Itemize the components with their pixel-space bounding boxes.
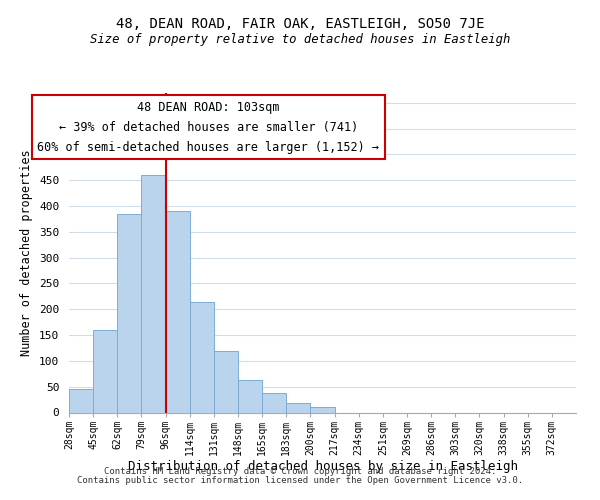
Text: 48 DEAN ROAD: 103sqm
← 39% of detached houses are smaller (741)
60% of semi-deta: 48 DEAN ROAD: 103sqm ← 39% of detached h… [37,100,379,154]
Text: 48, DEAN ROAD, FAIR OAK, EASTLEIGH, SO50 7JE: 48, DEAN ROAD, FAIR OAK, EASTLEIGH, SO50… [116,18,484,32]
X-axis label: Distribution of detached houses by size in Eastleigh: Distribution of detached houses by size … [128,460,517,473]
Text: Size of property relative to detached houses in Eastleigh: Size of property relative to detached ho… [90,32,510,46]
Bar [310,408,335,412]
Text: Contains public sector information licensed under the Open Government Licence v3: Contains public sector information licen… [77,476,523,485]
Bar [262,394,286,412]
Y-axis label: Number of detached properties: Number of detached properties [20,149,34,356]
Bar [117,214,142,412]
Bar [166,211,190,412]
Bar [190,302,214,412]
Bar [238,380,262,412]
Bar [142,175,166,412]
Bar [214,350,238,412]
Bar [93,330,117,412]
Bar [69,390,93,412]
Text: Contains HM Land Registry data © Crown copyright and database right 2024.: Contains HM Land Registry data © Crown c… [104,467,496,476]
Bar [286,403,310,412]
